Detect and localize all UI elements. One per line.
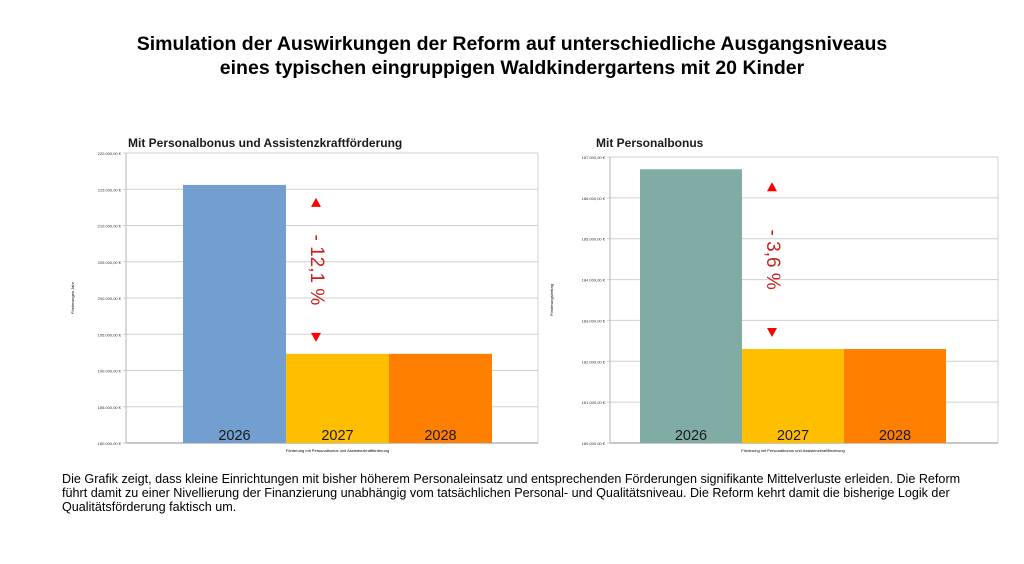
arrow-down-icon [311, 332, 321, 342]
y-tick-label: 205.000,00 € [98, 260, 122, 265]
category-label: 2026 [218, 428, 250, 444]
y-tick-label: 185.000,00 € [582, 237, 606, 242]
bar-2026 [640, 169, 742, 443]
chart-right-svg: Mit Personalbonus 180.000,00 € 181.000,00 … [549, 136, 999, 453]
arrow-up-icon [311, 197, 321, 207]
y-tick-label: 181.000,00 € [582, 400, 606, 405]
y-tick-label: 200.000,00 € [98, 296, 122, 301]
page-title-line-2: eines typischen eingruppigen Waldkinderg… [219, 57, 805, 79]
y-tick-label: 180.000,00 € [98, 441, 122, 446]
y-axis-label: Förderungsbetrag [549, 284, 554, 316]
arrow-down-icon [767, 328, 777, 338]
bar-2027 [286, 353, 389, 443]
category-label: 2027 [777, 428, 809, 444]
percent-change-annotation: - 12,1 % [306, 234, 327, 305]
y-tick-label: 220.000,00 € [98, 151, 122, 156]
bar-2028 [389, 353, 492, 443]
y-tick-label: 185.000,00 € [98, 405, 122, 410]
arrow-up-icon [767, 182, 777, 192]
x-axis-label: Förderung mit Personalbonus und Assisten… [741, 448, 844, 453]
percent-change-annotation: - 3,6 % [762, 230, 783, 290]
category-label: 2027 [321, 428, 353, 444]
y-tick-label: 182.000,00 € [582, 359, 606, 364]
y-tick-label: 190.000,00 € [98, 369, 122, 374]
y-tick-label: 210.000,00 € [98, 224, 122, 229]
description-text: Die Grafik zeigt, dass kleine Einrichtun… [62, 472, 961, 514]
y-tick-label: 180.000,00 € [582, 441, 606, 446]
y-axis-label: Förderungen Jahr [70, 281, 75, 313]
bar-2028 [844, 349, 946, 443]
y-tick-label: 186.000,00 € [582, 196, 606, 201]
page-title-line-1: Simulation der Auswirkungen der Reform a… [136, 33, 888, 55]
chart-title: Mit Personalbonus [596, 136, 704, 150]
x-axis-label: Förderung mit Personalbonus und Assisten… [286, 448, 389, 453]
y-tick-label: 195.000,00 € [98, 332, 122, 337]
chart-personalbonus: Mit Personalbonus 180.000,00 € 181.000,00 … [535, 130, 1005, 460]
y-tick-label: 215.000,00 € [98, 187, 122, 192]
category-label: 2028 [424, 428, 456, 444]
y-tick-label: 187.000,00 € [582, 155, 606, 160]
y-tick-label: 184.000,00 € [582, 278, 606, 283]
chart-left-svg: Mit Personalbonus und Assistenzkraftförd… [70, 136, 539, 453]
bar-2027 [742, 349, 844, 443]
bar-2026 [183, 184, 286, 443]
category-label: 2028 [879, 428, 911, 444]
chart-title: Mit Personalbonus und Assistenzkraftförd… [128, 136, 402, 150]
chart-personalbonus-assistenzkraft: Mit Personalbonus und Assistenzkraftförd… [58, 130, 539, 460]
category-label: 2026 [675, 428, 707, 444]
page-title: Simulation der Auswirkungen der Reform a… [0, 32, 1024, 80]
y-tick-label: 183.000,00 € [582, 318, 606, 323]
